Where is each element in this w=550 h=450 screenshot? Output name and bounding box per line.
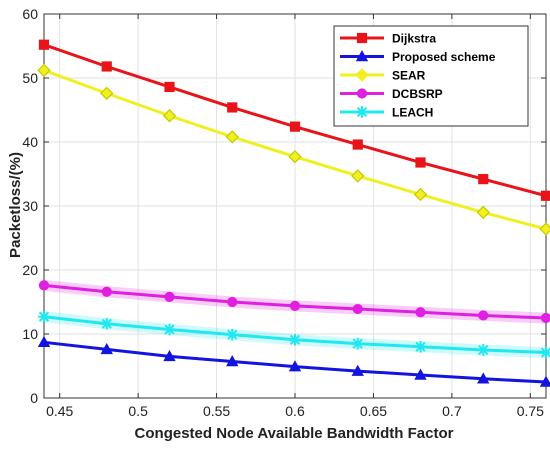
y-tick-label: 60 [22, 6, 38, 22]
data-point-square [356, 32, 368, 44]
data-point-triangle [163, 349, 176, 362]
series-proposed-scheme [37, 335, 550, 387]
star-stroke [478, 344, 489, 356]
x-tick-label: 0.75 [517, 403, 544, 419]
legend-label: DCBSRP [392, 87, 443, 101]
series-leach [38, 310, 550, 359]
legend-label: Dijkstra [392, 32, 436, 46]
y-tick-label: 10 [22, 326, 38, 342]
data-point-square [164, 81, 175, 93]
star-stroke [164, 324, 175, 335]
star-stroke [356, 106, 368, 118]
data-point-diamond [100, 86, 114, 101]
legend-item: LEACH [340, 106, 433, 120]
data-point-circle [478, 310, 489, 321]
data-point-diamond [413, 187, 428, 202]
legend-label: SEAR [392, 69, 426, 83]
x-tick-label: 0.45 [46, 403, 73, 419]
star-stroke [540, 347, 550, 358]
y-axis-title: Packetloss/(%) [7, 152, 24, 258]
series-group [37, 39, 550, 387]
data-point-triangle [414, 368, 427, 380]
x-axis-title: Congested Node Available Bandwidth Facto… [135, 425, 454, 442]
legend-item: Dijkstra [340, 32, 436, 46]
series-dcbsrp [38, 279, 550, 324]
series-dijkstra [38, 39, 550, 201]
legend: Dijkstra Proposed scheme SEAR DCBSRP LEACH [333, 25, 529, 127]
data-point-star [100, 317, 113, 330]
y-tick-label: 40 [22, 134, 38, 150]
data-point-diamond [288, 150, 302, 164]
x-tick-label: 0.7 [442, 403, 462, 419]
data-point-circle [415, 307, 426, 318]
data-point-circle [540, 312, 550, 324]
legend-item: DCBSRP [340, 87, 443, 101]
data-point-triangle [226, 355, 239, 367]
data-point-square [478, 174, 489, 185]
data-point-star [351, 337, 364, 350]
star-stroke [101, 318, 112, 329]
data-point-square [415, 157, 426, 168]
legend-item: SEAR [340, 68, 426, 83]
x-tick-label: 0.55 [203, 403, 230, 419]
data-point-star [38, 310, 50, 323]
data-point-triangle [355, 50, 369, 62]
star-stroke [415, 341, 426, 352]
data-point-circle [101, 286, 112, 297]
data-point-square [289, 121, 301, 132]
data-point-triangle [100, 342, 113, 355]
x-tick-label: 0.5 [128, 403, 148, 419]
data-point-diamond [162, 109, 177, 123]
data-point-star [163, 323, 176, 336]
data-point-circle [356, 88, 368, 99]
data-point-square [227, 102, 238, 113]
star-stroke [38, 311, 50, 322]
data-point-circle [38, 280, 50, 291]
data-point-circle [289, 300, 301, 311]
y-tick-label: 0 [30, 390, 38, 406]
data-point-circle [227, 296, 238, 308]
data-point-square [540, 190, 550, 201]
data-point-star [289, 333, 301, 346]
data-point-circle [352, 303, 363, 315]
data-point-triangle [351, 364, 364, 376]
data-point-diamond [476, 205, 490, 220]
data-point-triangle [539, 375, 550, 387]
y-tick-label: 20 [22, 262, 38, 278]
data-point-triangle [288, 360, 302, 372]
data-point-square [352, 139, 363, 150]
data-point-diamond [225, 130, 239, 144]
data-point-star [226, 328, 239, 341]
legend-label: LEACH [392, 106, 433, 120]
data-point-triangle [37, 335, 51, 348]
axes: 0.45 0.5 0.55 0.6 0.65 0.7 0.75 0 10 20 30 40 50 60 [22, 6, 547, 419]
x-tick-label: 0.65 [360, 403, 387, 419]
y-tick-label: 30 [22, 198, 38, 214]
data-point-diamond [37, 63, 51, 78]
legend-item: Proposed scheme [340, 50, 496, 64]
legend-label: Proposed scheme [392, 50, 496, 64]
star-stroke [352, 338, 363, 349]
data-point-star [477, 344, 490, 356]
data-point-diamond [351, 169, 365, 183]
data-point-diamond [355, 68, 369, 82]
data-point-circle [164, 291, 175, 302]
data-point-square [101, 61, 112, 72]
data-point-square [38, 39, 50, 50]
star-stroke [227, 329, 238, 340]
data-point-triangle [477, 372, 490, 384]
star-stroke [289, 334, 301, 345]
data-point-star [356, 106, 368, 118]
data-point-star [414, 340, 427, 353]
x-tick-label: 0.6 [285, 403, 305, 419]
y-tick-label: 50 [22, 70, 38, 86]
series-sear [37, 63, 550, 236]
